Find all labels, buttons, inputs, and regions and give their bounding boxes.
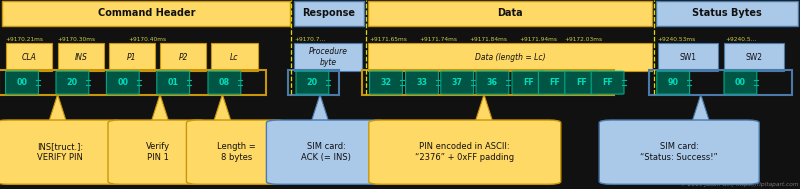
FancyBboxPatch shape [406, 71, 438, 94]
FancyBboxPatch shape [724, 43, 784, 71]
Text: FF: FF [523, 78, 534, 87]
FancyBboxPatch shape [56, 71, 89, 94]
Text: Command Header: Command Header [98, 8, 195, 18]
FancyBboxPatch shape [2, 1, 290, 26]
Text: 37: 37 [452, 78, 462, 87]
Text: 00: 00 [17, 78, 27, 87]
Polygon shape [311, 94, 329, 122]
Text: Status Bytes: Status Bytes [692, 8, 762, 18]
FancyBboxPatch shape [160, 43, 206, 71]
Text: +9240.5…: +9240.5… [726, 37, 757, 42]
Text: SIM card:
“Status: Success!”: SIM card: “Status: Success!” [640, 143, 718, 162]
Text: 36: 36 [487, 78, 498, 87]
FancyBboxPatch shape [186, 120, 286, 184]
Polygon shape [475, 94, 493, 122]
Text: +9172.03ms: +9172.03ms [565, 37, 603, 42]
Text: +9240.53ms: +9240.53ms [658, 37, 696, 42]
Text: 08: 08 [219, 78, 230, 87]
Text: 20: 20 [307, 78, 318, 87]
FancyBboxPatch shape [108, 120, 208, 184]
Text: FF: FF [602, 78, 613, 87]
FancyBboxPatch shape [211, 43, 258, 71]
FancyBboxPatch shape [6, 71, 38, 94]
Text: 90: 90 [668, 78, 678, 87]
FancyBboxPatch shape [657, 71, 690, 94]
Text: SW1: SW1 [679, 53, 696, 62]
FancyBboxPatch shape [370, 71, 402, 94]
Text: +9170.30ms: +9170.30ms [58, 37, 96, 42]
FancyBboxPatch shape [441, 71, 474, 94]
Text: P1: P1 [127, 53, 137, 62]
FancyBboxPatch shape [294, 43, 362, 71]
Text: +9171.84ms: +9171.84ms [470, 37, 507, 42]
Text: +9171.94ms: +9171.94ms [519, 37, 558, 42]
FancyBboxPatch shape [58, 43, 104, 71]
Text: Data: Data [497, 8, 523, 18]
Polygon shape [151, 94, 169, 122]
Text: Response: Response [302, 8, 355, 18]
Text: 32: 32 [381, 78, 391, 87]
FancyBboxPatch shape [656, 1, 798, 26]
Text: © 2019 Jason Gin, https://ripitapart.com: © 2019 Jason Gin, https://ripitapart.com [680, 181, 798, 187]
Text: FF: FF [550, 78, 560, 87]
FancyBboxPatch shape [6, 43, 52, 71]
Text: INS[truct.]:
VERIFY PIN: INS[truct.]: VERIFY PIN [37, 143, 83, 162]
Text: +9171.65ms: +9171.65ms [370, 37, 407, 42]
Text: Lc: Lc [230, 53, 238, 62]
Text: +9170.40ms: +9170.40ms [128, 37, 166, 42]
FancyBboxPatch shape [599, 120, 759, 184]
FancyBboxPatch shape [476, 71, 509, 94]
FancyBboxPatch shape [368, 43, 652, 71]
Text: PIN encoded in ASCII:
“2376” + 0xFF padding: PIN encoded in ASCII: “2376” + 0xFF padd… [415, 143, 514, 162]
FancyBboxPatch shape [294, 1, 364, 26]
Text: CLA: CLA [22, 53, 36, 62]
Text: +9170.7…: +9170.7… [294, 37, 326, 42]
FancyBboxPatch shape [157, 71, 190, 94]
Text: 01: 01 [168, 78, 178, 87]
FancyBboxPatch shape [591, 71, 624, 94]
Text: P2: P2 [178, 53, 188, 62]
Text: INS: INS [74, 53, 87, 62]
Text: SIM card:
ACK (= INS): SIM card: ACK (= INS) [302, 143, 351, 162]
Polygon shape [49, 94, 66, 122]
Text: Verify
PIN 1: Verify PIN 1 [146, 143, 170, 162]
FancyBboxPatch shape [565, 71, 598, 94]
Text: Length =
8 bytes: Length = 8 bytes [217, 143, 256, 162]
FancyBboxPatch shape [512, 71, 545, 94]
Text: +9170.21ms: +9170.21ms [6, 37, 43, 42]
Text: 00: 00 [735, 78, 746, 87]
FancyBboxPatch shape [296, 71, 329, 94]
FancyBboxPatch shape [208, 71, 241, 94]
Text: 33: 33 [417, 78, 427, 87]
Text: 20: 20 [67, 78, 78, 87]
Polygon shape [214, 94, 231, 122]
Text: SW2: SW2 [746, 53, 762, 62]
FancyBboxPatch shape [658, 43, 718, 71]
FancyBboxPatch shape [724, 71, 757, 94]
Text: Data (length = Lc): Data (length = Lc) [474, 53, 546, 62]
Text: 00: 00 [118, 78, 128, 87]
FancyBboxPatch shape [109, 43, 155, 71]
FancyBboxPatch shape [538, 71, 571, 94]
Text: FF: FF [576, 78, 586, 87]
FancyBboxPatch shape [369, 120, 561, 184]
FancyBboxPatch shape [0, 120, 124, 184]
FancyBboxPatch shape [368, 1, 652, 26]
FancyBboxPatch shape [106, 71, 139, 94]
Text: +9171.74ms: +9171.74ms [419, 37, 458, 42]
Polygon shape [692, 94, 710, 122]
Text: Procedure
byte: Procedure byte [309, 47, 348, 67]
FancyBboxPatch shape [266, 120, 386, 184]
